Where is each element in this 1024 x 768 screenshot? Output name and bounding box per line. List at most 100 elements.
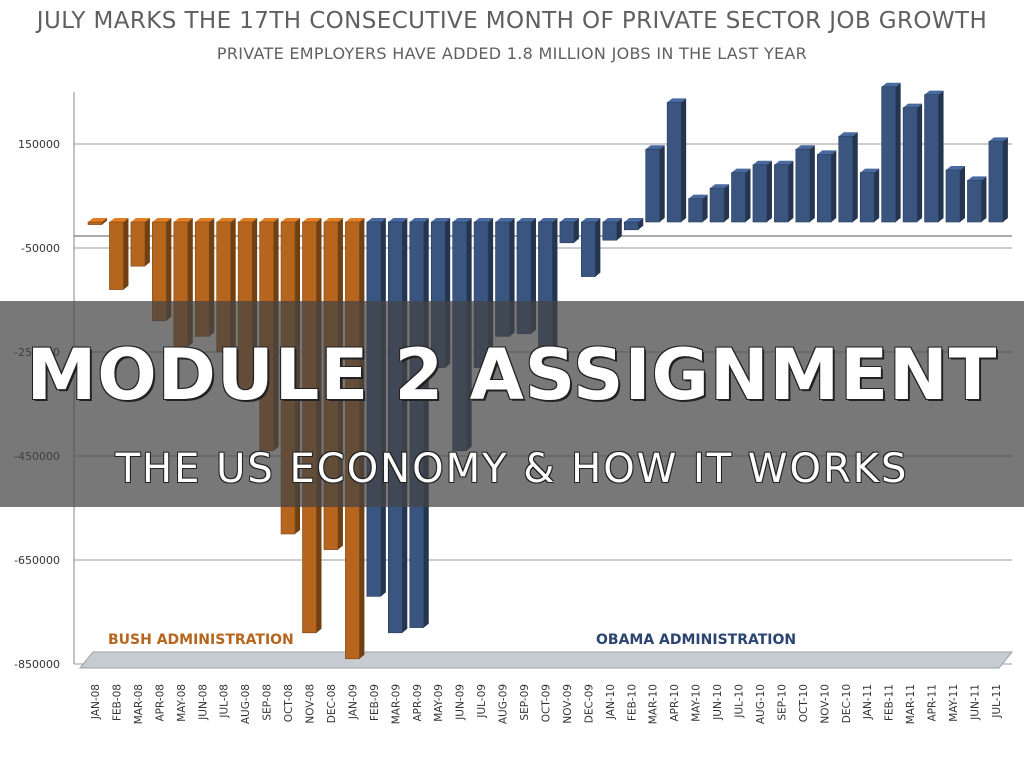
bar-front	[731, 172, 746, 223]
bar-top	[817, 150, 837, 155]
y-tick-label: -850000	[14, 658, 60, 671]
bar-top	[345, 218, 365, 222]
bar	[859, 168, 880, 223]
x-tick-label: JUL-11	[991, 684, 1003, 719]
chart-subtitle: PRIVATE EMPLOYERS HAVE ADDED 1.8 MILLION…	[216, 44, 808, 63]
x-tick-label: FEB-08	[111, 684, 123, 721]
x-tick-label: SEP-10	[776, 684, 788, 721]
bar-side	[895, 82, 901, 222]
bar-front	[816, 154, 832, 223]
bar-top	[431, 218, 451, 222]
bar-top	[988, 137, 1008, 142]
slide-title: MODULE 2 ASSIGNMENT	[26, 334, 998, 416]
x-tick-label: NOV-09	[562, 684, 574, 724]
bar-side	[766, 160, 772, 222]
bar-front	[581, 221, 596, 277]
x-tick-label: DEC-09	[583, 684, 595, 723]
x-tick-label: DEC-10	[841, 684, 853, 723]
bar-top	[946, 166, 965, 170]
bar-front	[623, 221, 639, 231]
bar-front	[752, 164, 768, 223]
x-axis-labels: JAN-08 FEB-08 MAR-08 APR-08 MAY-08 JUN-08 JUL-…	[90, 684, 1003, 724]
bar	[87, 218, 107, 225]
y-tick-label: 150000	[18, 138, 60, 151]
bar-side	[681, 98, 687, 222]
chart-floor	[78, 651, 1014, 669]
x-tick-label: MAY-11	[948, 684, 960, 722]
bar-front	[838, 135, 854, 223]
x-tick-label: SEP-08	[262, 684, 274, 721]
bar-side	[724, 184, 730, 222]
bar-top	[774, 160, 794, 165]
bar	[816, 150, 837, 223]
x-tick-label: JAN-09	[347, 684, 359, 720]
x-tick-label: JUL-08	[219, 684, 231, 719]
bar-top	[173, 218, 193, 222]
bar-side	[166, 218, 172, 321]
x-tick-label: MAR-10	[648, 684, 660, 724]
bar	[602, 218, 622, 241]
bar-side	[144, 218, 150, 267]
bar-top	[710, 184, 730, 189]
bar-front	[602, 221, 618, 241]
bar-side	[123, 218, 129, 290]
bar-front	[666, 102, 682, 223]
bar-top	[302, 218, 322, 222]
bar	[902, 103, 923, 223]
bar-side	[831, 150, 837, 222]
bar-top	[109, 218, 129, 222]
bar-top	[152, 218, 172, 222]
x-tick-label: APR-09	[412, 684, 424, 722]
bar	[752, 160, 772, 223]
bar-front	[988, 141, 1004, 223]
x-tick-label: MAR-11	[905, 684, 917, 724]
x-tick-label: AUG-08	[240, 684, 252, 724]
x-tick-label: APR-11	[927, 684, 939, 722]
bar-side	[702, 194, 708, 222]
x-tick-label: JUN-08	[197, 684, 209, 721]
x-tick-label: OCT-08	[283, 684, 295, 722]
x-tick-label: MAR-08	[133, 684, 145, 724]
bar-top	[559, 218, 579, 222]
bar-top	[624, 218, 644, 222]
obama-administration-label: OBAMA ADMINISTRATION	[596, 632, 796, 648]
bar-side	[874, 168, 880, 222]
bar-top	[752, 160, 772, 165]
bar-side	[1002, 137, 1008, 222]
bar-top	[667, 98, 687, 103]
bar	[709, 184, 730, 223]
x-tick-label: JUN-11	[969, 684, 981, 721]
x-tick-label: OCT-09	[540, 684, 552, 722]
x-tick-label: JUL-10	[734, 684, 746, 719]
bar-top	[216, 218, 236, 222]
bar-front	[859, 172, 875, 223]
bar	[559, 218, 579, 244]
bar	[774, 160, 794, 223]
x-tick-label: MAR-09	[390, 684, 402, 724]
bar-top	[731, 168, 751, 173]
bush-administration-label: BUSH ADMINISTRATION	[108, 632, 294, 648]
bar-top	[259, 218, 279, 222]
x-tick-label: AUG-10	[755, 684, 767, 724]
bar-front	[130, 221, 146, 267]
bar-side	[960, 166, 965, 222]
bar-top	[474, 218, 494, 222]
bar	[731, 168, 751, 223]
bar-side	[659, 145, 665, 222]
x-tick-label: JAN-10	[605, 684, 617, 720]
bar-top	[238, 218, 258, 222]
x-tick-label: JUL-09	[476, 684, 488, 719]
bar-front	[902, 107, 918, 223]
bar-front	[688, 198, 703, 223]
bar-front	[881, 86, 896, 223]
bar-side	[852, 132, 858, 222]
bar-top	[903, 103, 923, 108]
bar-front	[709, 187, 725, 223]
bar-side	[102, 218, 107, 225]
title-overlay-band	[0, 301, 1024, 507]
x-tick-label: OCT-10	[798, 684, 810, 722]
bar-side	[981, 176, 987, 222]
bar-top	[602, 218, 622, 222]
x-tick-label: JUN-09	[455, 684, 467, 721]
bar	[988, 137, 1008, 223]
